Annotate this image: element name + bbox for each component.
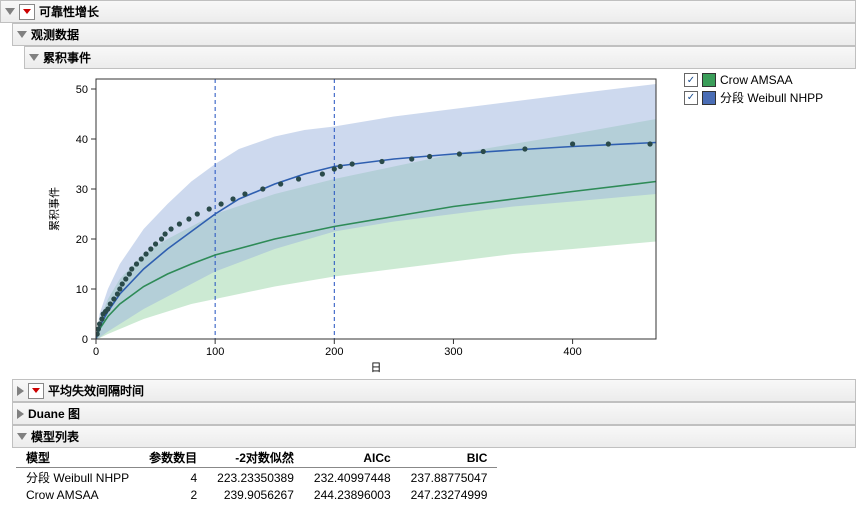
table-cell: 4 (139, 468, 207, 488)
svg-text:累积事件: 累积事件 (48, 187, 61, 231)
section-duane[interactable]: Duane 图 (12, 402, 856, 425)
table-cell: 239.9056267 (207, 487, 304, 503)
table-cell: 分段 Weibull NHPP (16, 468, 139, 488)
svg-text:0: 0 (93, 346, 99, 358)
section-title: Duane 图 (28, 405, 80, 422)
table-header: AICc (304, 448, 401, 468)
svg-text:100: 100 (206, 346, 224, 358)
legend-label: 分段 Weibull NHPP (720, 89, 823, 106)
disclosure-open-icon (17, 31, 27, 38)
disclosure-open-icon (17, 433, 27, 440)
section-reliability-growth[interactable]: 可靠性增长 (0, 0, 856, 23)
menu-button[interactable] (19, 4, 35, 20)
table-header: 参数数目 (139, 448, 207, 468)
svg-text:0: 0 (82, 334, 88, 346)
disclosure-closed-icon (17, 409, 24, 419)
section-title: 模型列表 (31, 428, 79, 445)
svg-text:20: 20 (76, 234, 88, 246)
legend-swatch (702, 73, 716, 87)
section-cumulative-events[interactable]: 累积事件 (24, 46, 856, 69)
table-cell: 237.88775047 (401, 468, 498, 488)
red-triangle-icon (32, 388, 40, 393)
section-title: 累积事件 (43, 49, 91, 66)
table-row[interactable]: Crow AMSAA2239.9056267244.23896003247.23… (16, 487, 497, 503)
svg-text:400: 400 (563, 346, 581, 358)
table-row[interactable]: 分段 Weibull NHPP4223.23350389232.40997448… (16, 468, 497, 488)
table-header-row: 模型参数数目-2对数似然AICcBIC (16, 448, 497, 468)
legend-label: Crow AMSAA (720, 73, 793, 87)
svg-text:40: 40 (76, 134, 88, 146)
legend-checkbox[interactable]: ✓ (684, 91, 698, 105)
section-title: 观测数据 (31, 26, 79, 43)
table-cell: 2 (139, 487, 207, 503)
table-header: 模型 (16, 448, 139, 468)
svg-text:30: 30 (76, 184, 88, 196)
svg-text:10: 10 (76, 284, 88, 296)
legend-item[interactable]: ✓ Crow AMSAA (684, 73, 823, 87)
table-cell: 232.40997448 (304, 468, 401, 488)
table-cell: Crow AMSAA (16, 487, 139, 503)
legend-checkbox[interactable]: ✓ (684, 73, 698, 87)
chart-area: 0 100 200 300 400 0 10 20 30 40 50 日 累积事件 ✓ Crow AMSA… (36, 69, 856, 379)
table-cell: 247.23274999 (401, 487, 498, 503)
red-triangle-icon (23, 9, 31, 14)
table-header: -2对数似然 (207, 448, 304, 468)
cumulative-events-chart: 0 100 200 300 400 0 10 20 30 40 50 日 累积事件 (36, 69, 676, 379)
menu-button[interactable] (28, 383, 44, 399)
section-title: 平均失效间隔时间 (48, 382, 144, 399)
table-cell: 244.23896003 (304, 487, 401, 503)
svg-text:日: 日 (371, 362, 382, 374)
chart-legend: ✓ Crow AMSAA ✓ 分段 Weibull NHPP (684, 73, 823, 379)
disclosure-closed-icon (17, 386, 24, 396)
svg-text:300: 300 (444, 346, 462, 358)
model-list-table: 模型参数数目-2对数似然AICcBIC分段 Weibull NHPP4223.2… (16, 448, 497, 503)
legend-item[interactable]: ✓ 分段 Weibull NHPP (684, 89, 823, 106)
disclosure-open-icon (5, 8, 15, 15)
legend-swatch (702, 91, 716, 105)
section-mtbf[interactable]: 平均失效间隔时间 (12, 379, 856, 402)
disclosure-open-icon (29, 54, 39, 61)
svg-text:50: 50 (76, 84, 88, 96)
svg-text:200: 200 (325, 346, 343, 358)
table-header: BIC (401, 448, 498, 468)
table-cell: 223.23350389 (207, 468, 304, 488)
section-title: 可靠性增长 (39, 3, 99, 20)
section-observed-data[interactable]: 观测数据 (12, 23, 856, 46)
section-model-list[interactable]: 模型列表 (12, 425, 856, 448)
